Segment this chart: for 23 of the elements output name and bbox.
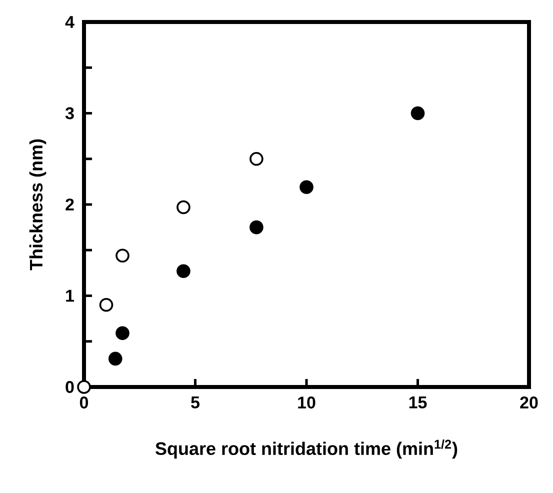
x-axis-title: Square root nitridation time (min$^{1/2}$) bbox=[156, 439, 458, 459]
point bbox=[176, 200, 190, 214]
y-tick-label: 1 bbox=[66, 290, 74, 302]
point bbox=[77, 380, 91, 394]
x-tick-label: 15 bbox=[409, 396, 427, 408]
y-tick-label: 3 bbox=[65, 107, 74, 120]
y-axis-title: Thickness (nm) bbox=[29, 139, 46, 270]
point bbox=[108, 352, 122, 366]
point bbox=[176, 264, 190, 278]
point bbox=[99, 298, 114, 312]
x-tick-label: 0 bbox=[80, 396, 88, 409]
point bbox=[116, 326, 130, 340]
point bbox=[250, 220, 264, 234]
x-tick-label: 10 bbox=[298, 396, 316, 409]
y-tick-label: 0 bbox=[66, 380, 74, 394]
x-tick-label: 20 bbox=[520, 396, 538, 409]
point bbox=[116, 248, 130, 262]
y-tick-label: 2 bbox=[66, 198, 74, 210]
y-tick-label: 4 bbox=[65, 16, 74, 28]
point bbox=[250, 152, 264, 166]
point bbox=[300, 180, 314, 194]
x-tick-label: 5 bbox=[191, 396, 200, 408]
point bbox=[410, 106, 425, 120]
